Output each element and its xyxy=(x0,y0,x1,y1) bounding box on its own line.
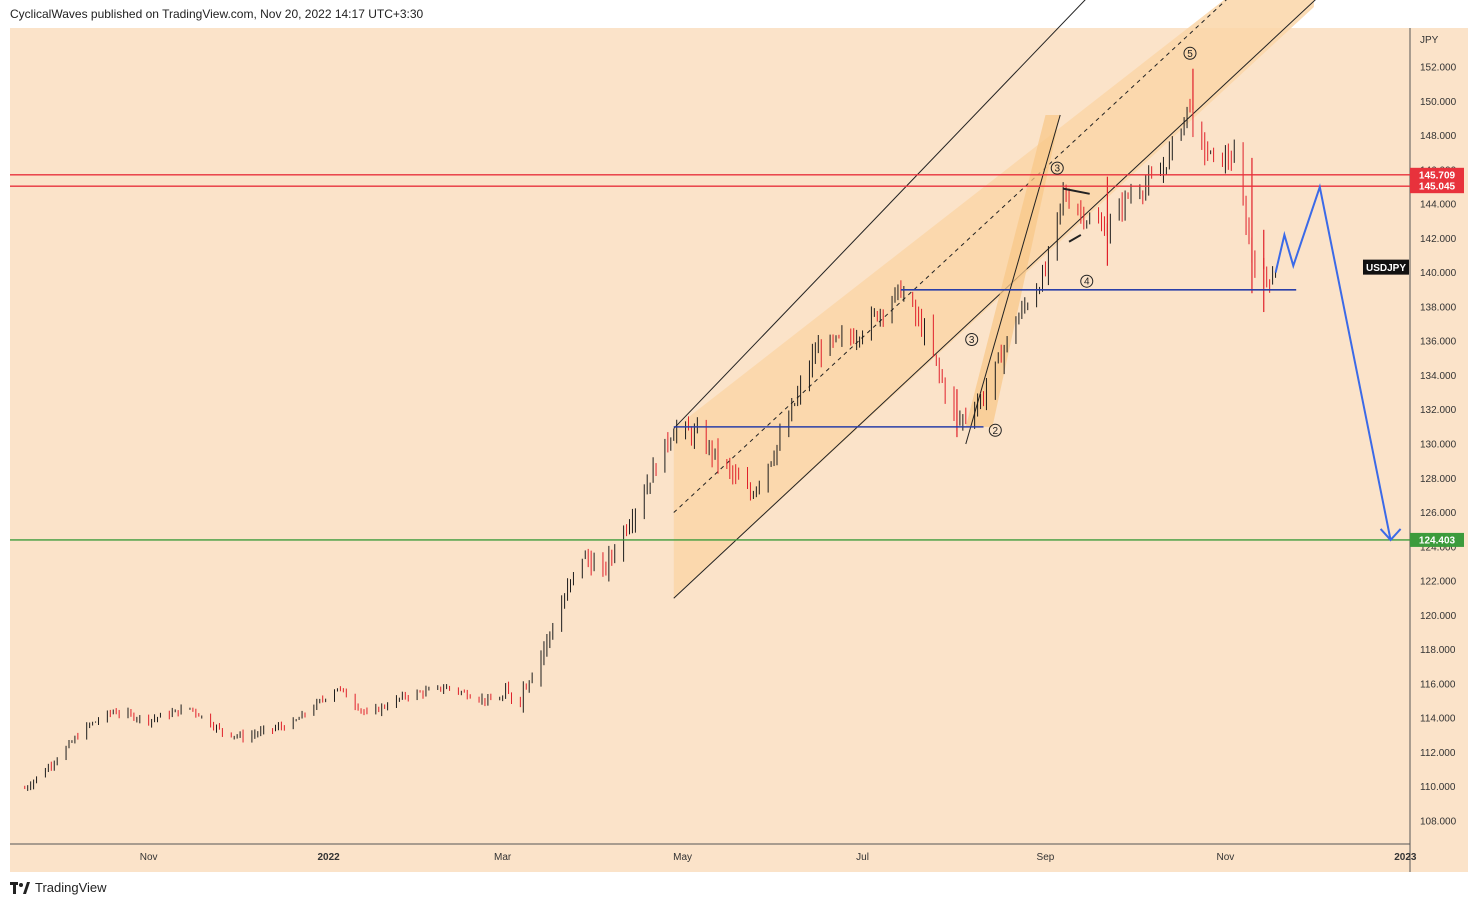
y-tick-14: 136.000 xyxy=(1420,337,1457,348)
projection-arrowhead xyxy=(1379,528,1402,542)
y-tick-22: 152.000 xyxy=(1420,63,1457,74)
x-tick-7: 2023 xyxy=(1394,852,1417,863)
symbol-tag-bg xyxy=(1363,259,1409,275)
price-axis-background[interactable] xyxy=(1410,28,1468,844)
x-tick-1: 2022 xyxy=(317,852,340,863)
price-tag-text-1: 145.045 xyxy=(1419,182,1456,193)
price-tag-text-0: 145.709 xyxy=(1419,170,1456,181)
wave-label-ring-0 xyxy=(1183,46,1197,60)
wave-channel-line xyxy=(965,114,1061,445)
y-tick-1: 110.000 xyxy=(1420,782,1456,793)
x-tick-5: Sep xyxy=(1037,852,1055,863)
price-tag-bg-0 xyxy=(1410,167,1464,182)
y-tick-10: 128.000 xyxy=(1420,474,1457,485)
y-tick-5: 118.000 xyxy=(1420,645,1456,656)
candle-layer xyxy=(24,68,1277,791)
y-tick-15: 138.000 xyxy=(1420,302,1457,313)
y-tick-6: 120.000 xyxy=(1420,611,1457,622)
wave-label-ring-1 xyxy=(1050,161,1064,175)
y-tick-2: 112.000 xyxy=(1420,748,1456,759)
x-tick-0: Nov xyxy=(140,852,158,863)
price-tag-bg-2 xyxy=(1410,532,1464,547)
y-tick-11: 130.000 xyxy=(1420,440,1457,451)
wave-label-ring-3 xyxy=(965,332,979,346)
tradingview-brand: TradingView xyxy=(35,880,107,895)
y-tick-12: 132.000 xyxy=(1420,405,1457,416)
axis-layer: 108.000 110.000 112.000 114.000 116.000 118.0… xyxy=(140,35,1464,863)
annotation-layer: 5 3 4 3 2 xyxy=(10,46,1410,542)
channel-lower-line xyxy=(673,0,1316,599)
wave-label-text-3: 3 xyxy=(969,335,975,346)
wave-label-ring-2 xyxy=(1080,274,1094,288)
tradingview-icon xyxy=(10,881,30,894)
projection-path xyxy=(1274,183,1392,541)
wave-label-text-4: 2 xyxy=(993,426,999,437)
price-tag-bg-1 xyxy=(1410,179,1464,194)
wave-mark-a xyxy=(1062,187,1090,195)
symbol-tag: USDJPY xyxy=(1363,259,1409,275)
x-tick-6: Nov xyxy=(1217,852,1235,863)
price-tag-2: 124.403 xyxy=(1410,532,1464,547)
wave-label-text-2: 4 xyxy=(1084,277,1090,288)
wave-label-2: 4 xyxy=(1080,274,1094,288)
y-tick-13: 134.000 xyxy=(1420,371,1457,382)
time-axis-background[interactable] xyxy=(10,844,1468,872)
price-tag-text-2: 124.403 xyxy=(1419,535,1456,546)
y-tick-8: 124.000 xyxy=(1420,542,1457,553)
wave-label-3: 3 xyxy=(965,332,979,346)
wave-label-text-0: 5 xyxy=(1187,49,1193,60)
y-tick-18: 144.000 xyxy=(1420,200,1457,211)
wave-channel-fill xyxy=(965,115,1061,427)
tradingview-logo[interactable]: TradingView xyxy=(10,880,107,895)
currency-label: JPY xyxy=(1420,35,1439,46)
wave-label-1: 3 xyxy=(1050,161,1064,175)
y-tick-9: 126.000 xyxy=(1420,508,1457,519)
y-tick-3: 114.000 xyxy=(1420,714,1456,725)
channel-mid-line xyxy=(673,0,1227,513)
y-tick-4: 116.000 xyxy=(1420,679,1456,690)
y-tick-0: 108.000 xyxy=(1420,817,1457,828)
wave-label-0: 5 xyxy=(1183,46,1197,60)
x-tick-3: May xyxy=(673,852,692,863)
x-tick-4: Jul xyxy=(856,852,869,863)
y-tick-20: 148.000 xyxy=(1420,131,1457,142)
wave-label-4: 2 xyxy=(988,423,1002,437)
wave-label-ring-4 xyxy=(988,423,1002,437)
wave-label-text-1: 3 xyxy=(1054,164,1060,175)
symbol-tag-text: USDJPY xyxy=(1366,263,1406,274)
x-tick-2: Mar xyxy=(494,852,512,863)
y-tick-16: 140.000 xyxy=(1420,268,1457,279)
price-tag-0: 145.709 xyxy=(1410,167,1464,182)
publish-caption: CyclicalWaves published on TradingView.c… xyxy=(10,7,424,21)
y-tick-21: 150.000 xyxy=(1420,97,1457,108)
y-tick-17: 142.000 xyxy=(1420,234,1457,245)
wave-mark-b xyxy=(1068,234,1082,243)
y-tick-7: 122.000 xyxy=(1420,577,1457,588)
price-tag-1: 145.045 xyxy=(1410,179,1464,194)
